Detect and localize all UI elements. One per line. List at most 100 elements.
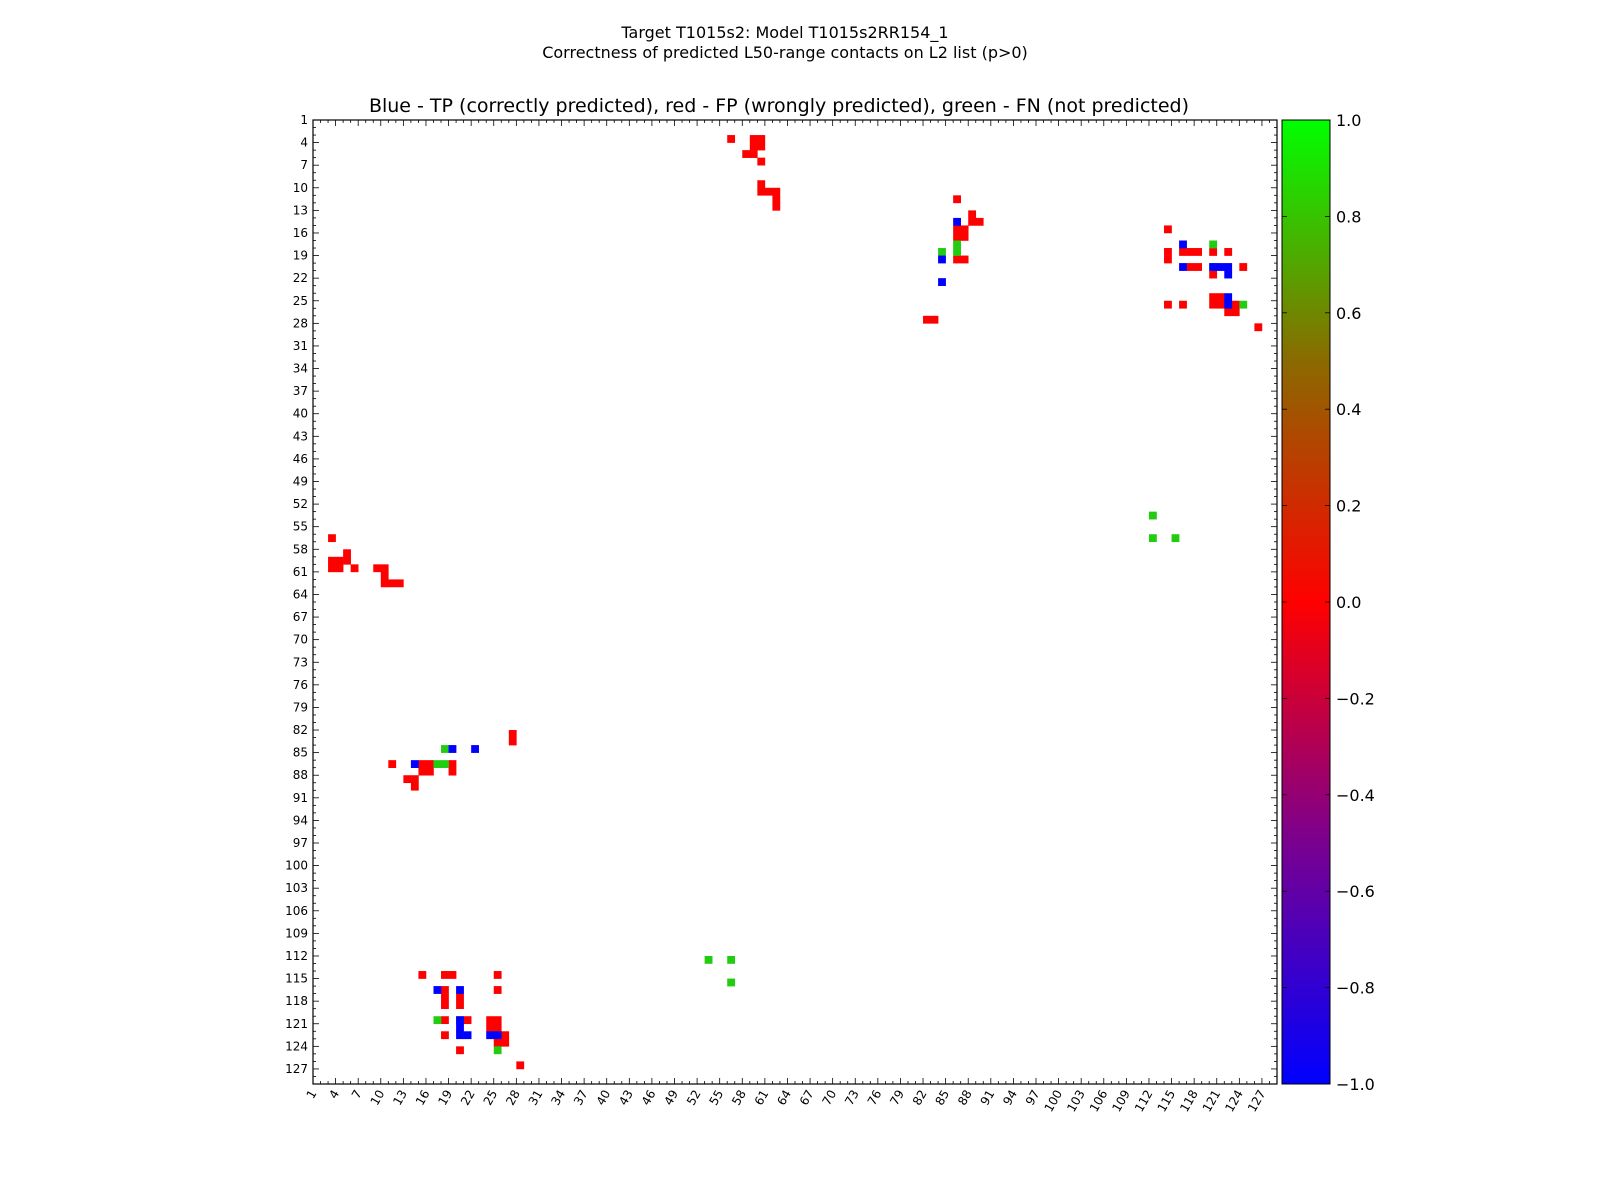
fp-cell (508, 737, 517, 746)
y-tick-label: 91 (293, 791, 308, 805)
fp-cell (448, 971, 457, 979)
fp-cell (960, 255, 969, 264)
tp-cell (433, 986, 442, 994)
y-tick-label: 76 (293, 678, 308, 692)
fn-cell (441, 760, 449, 768)
fp-cell (757, 157, 766, 166)
y-tick-label: 103 (285, 881, 308, 895)
y-tick-label: 46 (293, 452, 308, 466)
fp-cell (456, 993, 464, 1002)
fp-cell (335, 556, 344, 565)
fp-cell (441, 971, 449, 979)
fp-cell (953, 225, 961, 234)
x-tick-label: 40 (594, 1088, 614, 1108)
fp-cell (749, 142, 758, 151)
fp-cell (380, 571, 389, 580)
fp-cell (335, 564, 344, 573)
y-tick-label: 85 (293, 746, 308, 760)
fp-cell (486, 1023, 495, 1032)
fp-cell (742, 150, 751, 158)
tp-cell (448, 745, 457, 753)
fp-cell (1209, 270, 1218, 279)
fp-cell (516, 1061, 525, 1070)
fp-cell (441, 1016, 449, 1025)
x-tick-label: 16 (413, 1088, 433, 1108)
y-tick-label: 79 (293, 700, 308, 714)
x-tick-label: 79 (887, 1088, 907, 1108)
fp-cell (764, 187, 773, 196)
tp-cell (1209, 263, 1218, 271)
tp-cell (410, 760, 419, 768)
fp-cell (508, 730, 517, 738)
x-tick-label: 70 (819, 1088, 839, 1108)
fn-cell (433, 1016, 442, 1025)
fp-cell (373, 564, 382, 573)
fp-cell (749, 150, 758, 158)
fp-cell (968, 210, 977, 219)
fn-cell (441, 745, 449, 753)
fp-cell (441, 1001, 449, 1009)
colorbar-tick-label: 0.0 (1336, 593, 1361, 612)
fp-cell (410, 782, 419, 791)
y-tick-label: 49 (293, 475, 308, 489)
fp-cell (493, 1023, 502, 1032)
tp-cell (1224, 270, 1233, 279)
fp-cell (418, 767, 427, 776)
fp-cell (757, 135, 766, 143)
x-tick-label: 1 (304, 1088, 320, 1102)
y-tick-label: 124 (285, 1039, 308, 1053)
y-tick-label: 73 (293, 655, 308, 669)
x-tick-label: 61 (752, 1088, 772, 1108)
x-tick-label: 4 (326, 1088, 342, 1102)
fp-cell (749, 135, 758, 143)
fp-cell (1186, 248, 1195, 256)
x-tick-label: 13 (390, 1088, 410, 1108)
fp-cell (953, 255, 961, 264)
y-tick-label: 67 (293, 610, 308, 624)
tp-cell (1216, 263, 1225, 271)
fp-cell (727, 135, 736, 143)
colorbar (1281, 119, 1331, 1085)
x-tick-label: 115 (1155, 1088, 1179, 1115)
x-tick-label: 34 (548, 1088, 568, 1108)
fp-cell (395, 579, 404, 588)
fp-cell (441, 993, 449, 1002)
fp-cell (772, 202, 781, 211)
fp-cell (1209, 300, 1218, 309)
x-tick-label: 37 (571, 1088, 591, 1108)
colorbar-tick-label: −0.4 (1336, 786, 1375, 805)
fn-cell (953, 240, 961, 249)
fp-cell (418, 971, 427, 979)
x-tick-label: 124 (1222, 1088, 1246, 1115)
fn-cell (704, 955, 713, 964)
fp-cell (930, 315, 939, 324)
fp-cell (1164, 225, 1172, 234)
fp-cell (486, 1016, 495, 1025)
x-tick-label: 103 (1064, 1088, 1088, 1115)
fp-cell (757, 180, 766, 189)
tp-cell (456, 1031, 464, 1040)
y-tick-label: 127 (285, 1062, 308, 1076)
x-tick-label: 43 (616, 1088, 636, 1108)
x-tick-label: 94 (1000, 1088, 1020, 1108)
fn-cell (1239, 300, 1248, 309)
fp-cell (403, 775, 412, 784)
fn-cell (493, 1046, 502, 1055)
y-tick-label: 88 (293, 768, 308, 782)
fp-cell (968, 217, 977, 226)
x-tick-label: 82 (910, 1088, 930, 1108)
fp-cell (388, 760, 397, 768)
x-tick-label: 31 (526, 1088, 546, 1108)
y-tick-label: 25 (293, 294, 308, 308)
fp-cell (960, 225, 969, 234)
tp-cell (1224, 263, 1233, 271)
fp-cell (328, 534, 336, 543)
fn-cell (938, 248, 946, 256)
x-tick-label: 49 (661, 1088, 681, 1108)
fp-cell (1216, 293, 1225, 302)
fp-cell (1179, 248, 1187, 256)
y-tick-label: 37 (293, 384, 308, 398)
fp-cell (343, 556, 351, 565)
